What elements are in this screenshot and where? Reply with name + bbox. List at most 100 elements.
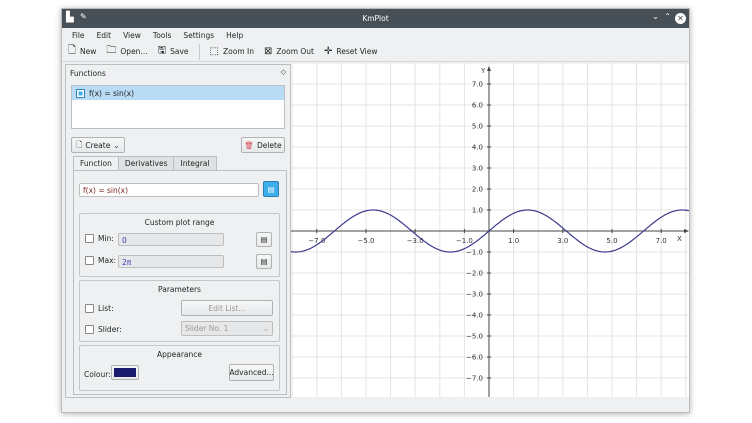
x-axis-arrow xyxy=(684,229,689,233)
tab-function[interactable]: Function xyxy=(73,156,119,170)
menu-edit[interactable]: Edit xyxy=(96,30,112,40)
plot-area[interactable]: −7.0 −5.0 −3.0 −1.0 1.0 3.0 5.0 7.0 7.0 6.0 5.0 4.0… xyxy=(290,62,690,397)
group-title: Parameters xyxy=(158,285,201,294)
pin-icon[interactable]: ✎ xyxy=(80,12,87,21)
colour-swatch xyxy=(114,368,136,377)
open-button[interactable]: 🗀 Open... xyxy=(106,43,147,60)
slider-checkbox[interactable] xyxy=(85,325,94,334)
colour-button[interactable] xyxy=(111,365,139,380)
y-tick-label: 4.0 xyxy=(472,144,483,152)
y-tick-label: 5.0 xyxy=(472,123,483,131)
sin-curve xyxy=(290,209,690,253)
maximize-button[interactable]: ⌃ xyxy=(664,12,671,21)
tab-bar: Function Derivatives Integral xyxy=(73,156,217,170)
editor-icon: ▤ xyxy=(267,184,275,194)
y-tick-label: −3.0 xyxy=(466,291,483,299)
x-tick-label: 7.0 xyxy=(656,237,667,245)
y-tick-label: −2.0 xyxy=(466,270,483,278)
x-tick-label: −1.0 xyxy=(456,237,473,245)
status-bar xyxy=(62,398,689,412)
x-tick-label: −7.0 xyxy=(308,237,325,245)
chevron-down-icon: ⌄ xyxy=(262,324,269,333)
y-tick-label: 6.0 xyxy=(472,102,483,110)
zoom-out-icon: ⊠ xyxy=(263,46,273,57)
x-axis-label: X xyxy=(677,235,682,243)
y-tick-label: −1.0 xyxy=(466,249,483,257)
y-tick-label: 2.0 xyxy=(472,186,483,194)
float-icon[interactable]: ◇ xyxy=(280,68,286,76)
menu-bar: File Edit View Tools Settings Help xyxy=(62,28,689,42)
zoom-out-button[interactable]: ⊠ Zoom Out xyxy=(263,46,314,57)
kmplot-window: ▙ ✎ KmPlot ⌄ ⌃ ✕ File Edit View Tools Se… xyxy=(61,8,690,413)
editor-icon: ▤ xyxy=(260,257,268,266)
menu-tools[interactable]: Tools xyxy=(152,30,172,40)
new-icon: 🗋 xyxy=(76,139,83,149)
delete-button[interactable]: 🗑 Delete xyxy=(241,137,285,153)
y-tick-label: 3.0 xyxy=(472,165,483,173)
edit-list-button[interactable]: Edit List... xyxy=(181,300,273,316)
new-button[interactable]: 🗋 New xyxy=(68,43,96,60)
title-bar: ▙ ✎ KmPlot ⌄ ⌃ ✕ xyxy=(62,9,689,28)
editor-icon: ▤ xyxy=(260,235,268,244)
menu-view[interactable]: View xyxy=(123,30,141,40)
y-tick-label: 1.0 xyxy=(472,207,483,215)
y-tick-label: −4.0 xyxy=(466,312,483,320)
min-editor-button[interactable]: ▤ xyxy=(256,232,272,247)
reset-view-button[interactable]: ✛ Reset View xyxy=(323,46,378,57)
minimize-button[interactable]: ⌄ xyxy=(652,12,659,21)
function-item[interactable]: f(x) = sin(x) xyxy=(72,86,284,100)
parameters-group: Parameters List: Edit List... Slider: Sl… xyxy=(79,280,280,342)
advanced-button[interactable]: Advanced... xyxy=(229,364,274,381)
zoom-in-icon: ⬚ xyxy=(209,46,219,57)
function-checkbox[interactable] xyxy=(76,88,85,98)
y-axis-arrow xyxy=(487,66,491,71)
colour-label: Colour: xyxy=(84,370,111,379)
min-input[interactable]: 0 xyxy=(118,233,224,246)
equation-editor-button[interactable]: ▤ xyxy=(263,181,279,197)
save-button[interactable]: 🖫 Save xyxy=(158,43,189,60)
plot-canvas[interactable]: −7.0 −5.0 −3.0 −1.0 1.0 3.0 5.0 7.0 7.0 6.0 5.0 4.0… xyxy=(290,62,690,397)
menu-help[interactable]: Help xyxy=(226,30,244,40)
equation-input[interactable]: f(x) = sin(x) xyxy=(79,183,259,197)
min-checkbox[interactable] xyxy=(85,234,94,243)
folder-icon: 🗀 xyxy=(106,45,117,56)
x-tick-label: −5.0 xyxy=(358,237,375,245)
custom-plot-range-group: Custom plot range Min: 0 ▤ Max: 2π ▤ xyxy=(79,213,280,277)
max-checkbox[interactable] xyxy=(85,256,94,265)
min-label: Min: xyxy=(98,234,114,243)
function-list[interactable]: f(x) = sin(x) xyxy=(71,85,285,129)
app-icon: ▙ xyxy=(66,12,74,23)
tab-integral[interactable]: Integral xyxy=(173,156,217,170)
zoom-in-button[interactable]: ⬚ Zoom In xyxy=(209,46,254,57)
close-button[interactable]: ✕ xyxy=(675,13,686,24)
x-tick-label: 3.0 xyxy=(557,237,568,245)
group-title: Appearance xyxy=(156,350,203,359)
y-axis-label: Y xyxy=(480,67,486,75)
tab-derivatives[interactable]: Derivatives xyxy=(117,156,175,170)
max-input[interactable]: 2π xyxy=(118,255,224,268)
save-icon: 🖫 xyxy=(157,45,167,56)
separator xyxy=(198,43,200,60)
y-tick-label: −7.0 xyxy=(466,375,483,383)
x-tick-label: −3.0 xyxy=(407,237,424,245)
y-tick-label: 7.0 xyxy=(472,81,483,89)
group-title: Custom plot range xyxy=(144,218,215,227)
panel-title: Functions xyxy=(70,69,106,78)
menu-settings[interactable]: Settings xyxy=(183,30,215,40)
trash-icon: 🗑 xyxy=(244,140,254,150)
y-tick-label: −5.0 xyxy=(466,333,483,341)
x-tick-label: 5.0 xyxy=(606,237,617,245)
chevron-down-icon: ⌄ xyxy=(113,140,120,150)
x-tick-label: 1.0 xyxy=(508,237,519,245)
new-file-icon: 🗋 xyxy=(68,45,77,56)
menu-file[interactable]: File xyxy=(72,30,85,40)
functions-panel: Functions ◇ f(x) = sin(x) 🗋 Create ⌄ 🗑 Dele… xyxy=(65,64,291,398)
create-button[interactable]: 🗋 Create ⌄ xyxy=(71,137,125,153)
max-label: Max: xyxy=(98,256,117,265)
list-checkbox[interactable] xyxy=(85,304,94,313)
window-title: KmPlot xyxy=(362,14,389,23)
toolbar: 🗋 New 🗀 Open... 🖫 Save ⬚ Zoom In ⊠ Zoom Out ✛… xyxy=(62,42,689,62)
slider-select[interactable]: Slider No. 1 ⌄ xyxy=(181,321,273,336)
y-tick-label: −6.0 xyxy=(466,354,483,362)
max-editor-button[interactable]: ▤ xyxy=(256,254,272,269)
